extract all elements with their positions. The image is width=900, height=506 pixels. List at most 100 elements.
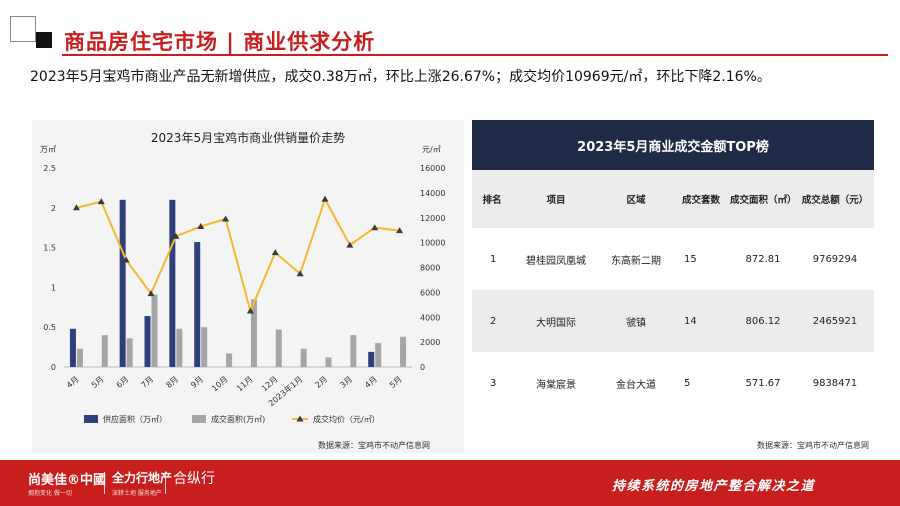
bar-sold bbox=[350, 335, 357, 367]
left-tick-label: 1.5 bbox=[43, 244, 56, 253]
left-tick-label: 1 bbox=[51, 283, 56, 292]
footer-logo-hezongxing: 合纵行 bbox=[173, 471, 215, 487]
bar-sold bbox=[176, 328, 183, 367]
price-point bbox=[321, 195, 329, 202]
bar-supply bbox=[119, 199, 126, 367]
legend-swatch-supply bbox=[84, 415, 98, 423]
bar-supply bbox=[144, 316, 151, 367]
cell-project: 碧桂园凤凰城 bbox=[526, 255, 586, 267]
price-point bbox=[97, 198, 105, 205]
cell-sqm: 872.81 bbox=[745, 253, 781, 265]
header-area: 区域 bbox=[626, 195, 646, 206]
x-tick-label: 3月 bbox=[338, 375, 354, 390]
header-project: 项目 bbox=[546, 195, 566, 206]
right-axis-unit: 元/㎡ bbox=[422, 145, 441, 154]
header-divider bbox=[62, 54, 888, 56]
right-tick-label: 12000 bbox=[420, 214, 445, 223]
legend-label-sold: 成交面积(万㎡) bbox=[211, 414, 265, 424]
footer-logo-shangmeijia: 尚美佳®中國 bbox=[28, 473, 107, 488]
footer-bar: 尚美佳®中國 拥抱变化 做一切 全力行地产 深耕土地 服务地产 合纵行 持续系统… bbox=[0, 460, 900, 506]
price-point bbox=[396, 227, 404, 234]
header-sqm: 成交面积（㎡） bbox=[730, 195, 797, 206]
price-point bbox=[296, 270, 304, 277]
table-title: 2023年5月商业成交金额TOP榜 bbox=[472, 120, 874, 170]
x-tick-label: 11月 bbox=[235, 375, 255, 394]
header-square-fill bbox=[36, 32, 52, 48]
x-tick-label: 6月 bbox=[115, 375, 131, 390]
header-units: 成交套数 bbox=[681, 195, 720, 206]
cell-units: 15 bbox=[684, 253, 697, 265]
cell-total: 9838471 bbox=[812, 377, 858, 389]
bar-sold bbox=[375, 343, 382, 367]
footer-logo-quanlixing: 全力行地产 bbox=[112, 471, 173, 485]
table-source: 数据来源：宝鸡市不动产信息网 bbox=[757, 441, 869, 450]
x-tick-label: 8月 bbox=[164, 375, 180, 390]
footer-separator bbox=[165, 472, 166, 494]
x-tick-label: 2月 bbox=[313, 375, 329, 390]
price-point bbox=[122, 256, 130, 263]
table-row: 1 碧桂园凤凰城 东高新二期 15 872.81 9769294 bbox=[472, 228, 874, 290]
footer-slogan: 持续系统的房地产整合解决之道 bbox=[612, 479, 816, 494]
cell-units: 14 bbox=[684, 315, 697, 327]
header-total: 成交总额（元） bbox=[801, 195, 869, 206]
x-tick-label: 9月 bbox=[189, 375, 205, 390]
cell-total: 2465921 bbox=[812, 315, 858, 327]
x-tick-label: 7月 bbox=[139, 375, 155, 390]
bar-sold bbox=[226, 353, 233, 367]
bar-sold bbox=[250, 299, 257, 367]
bar-supply bbox=[194, 242, 201, 367]
price-point bbox=[172, 232, 180, 239]
x-tick-label: 5月 bbox=[90, 375, 106, 390]
footer-separator bbox=[104, 472, 105, 494]
cell-rank: 3 bbox=[490, 377, 497, 389]
chart-title: 2023年5月宝鸡市商业供销量价走势 bbox=[151, 130, 345, 145]
table-header: 排名 项目 区域 成交套数 成交面积（㎡） 成交总额（元） bbox=[472, 170, 874, 228]
summary-text: 2023年5月宝鸡市商业产品无新增供应，成交0.38万㎡，环比上涨26.67%；… bbox=[30, 69, 771, 85]
bar-sold bbox=[151, 294, 158, 367]
cell-area: 虢镇 bbox=[626, 317, 646, 329]
table-row: 3 海棠宸景 金台大道 5 571.67 9838471 bbox=[472, 352, 874, 414]
bar-sold bbox=[325, 357, 332, 367]
bar-sold bbox=[76, 348, 83, 367]
cell-area: 东高新二期 bbox=[611, 255, 661, 267]
left-axis-unit: 万㎡ bbox=[40, 145, 56, 154]
right-tick-label: 14000 bbox=[420, 189, 445, 198]
right-tick-label: 10000 bbox=[420, 239, 445, 248]
price-point bbox=[346, 241, 354, 248]
line-price bbox=[76, 196, 400, 315]
cell-project: 海棠宸景 bbox=[536, 379, 576, 391]
cell-sqm: 806.12 bbox=[745, 315, 781, 327]
left-tick-label: 2 bbox=[51, 204, 56, 213]
x-tick-label: 4月 bbox=[65, 375, 81, 390]
cell-total: 9769294 bbox=[812, 253, 858, 265]
chart-panel bbox=[32, 120, 464, 453]
cell-rank: 1 bbox=[490, 253, 497, 265]
x-tick-label: 10月 bbox=[210, 375, 230, 394]
left-tick-label: 0.5 bbox=[43, 323, 56, 332]
cell-area: 金台大道 bbox=[616, 379, 656, 391]
top-deals-table: 2023年5月商业成交金额TOP榜 排名 项目 区域 成交套数 成交面积（㎡） … bbox=[472, 120, 874, 414]
right-tick-label: 6000 bbox=[420, 288, 440, 297]
price-point bbox=[246, 307, 254, 314]
right-tick-label: 8000 bbox=[420, 264, 440, 273]
right-tick-label: 2000 bbox=[420, 338, 440, 347]
legend-label-supply: 供应面积（万㎡） bbox=[103, 414, 167, 424]
bar-supply bbox=[368, 351, 375, 367]
price-point bbox=[197, 222, 205, 229]
left-tick-label: 2.5 bbox=[43, 164, 56, 173]
x-tick-label: 4月 bbox=[363, 375, 379, 390]
page-title: 商品房住宅市场 | 商业供求分析 bbox=[64, 30, 376, 54]
bar-sold bbox=[201, 327, 208, 367]
footer-logo-shangmeijia-sub: 拥抱变化 做一切 bbox=[28, 490, 72, 497]
x-tick-label: 5月 bbox=[388, 375, 404, 390]
right-tick-label: 16000 bbox=[420, 164, 445, 173]
bar-sold bbox=[400, 336, 407, 367]
bar-sold bbox=[126, 338, 133, 367]
price-point bbox=[371, 224, 379, 231]
bar-sold bbox=[300, 348, 307, 367]
table-row: 2 大明国际 虢镇 14 806.12 2465921 bbox=[472, 290, 874, 352]
price-point bbox=[271, 249, 279, 256]
x-tick-label: 12月 bbox=[260, 375, 280, 394]
cell-sqm: 571.67 bbox=[745, 377, 781, 389]
